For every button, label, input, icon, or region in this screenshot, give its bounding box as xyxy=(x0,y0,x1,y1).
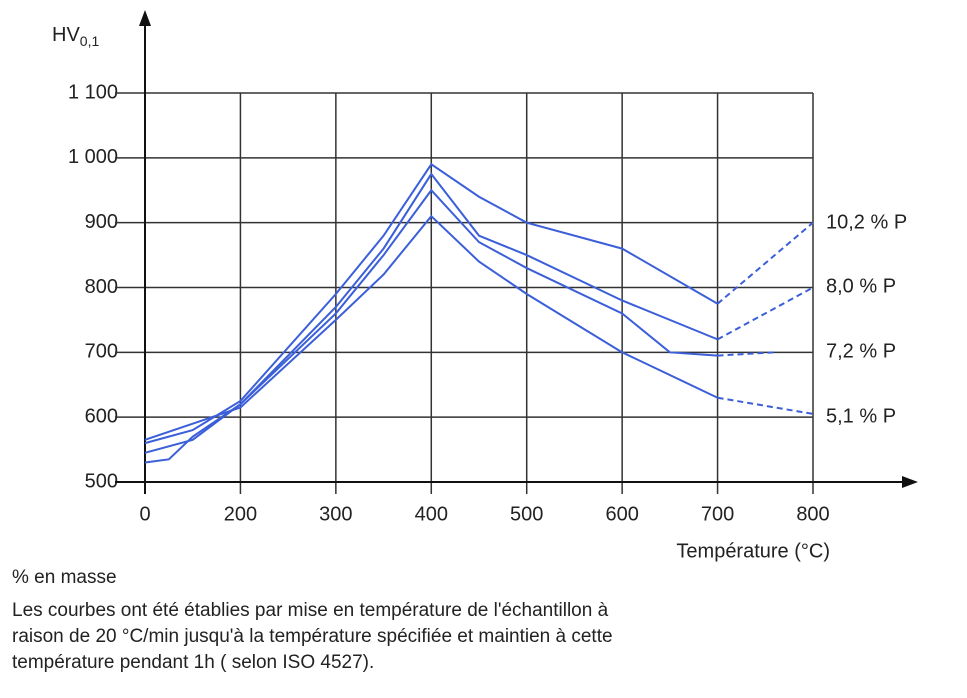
line xyxy=(144,172,718,454)
x-tick-label: 400 xyxy=(415,503,448,525)
dashed-extension xyxy=(717,396,814,415)
y-tick-label: 900 xyxy=(85,211,118,233)
line xyxy=(144,214,719,441)
x-tick-label: 500 xyxy=(510,503,543,525)
x-tick-label: 700 xyxy=(701,503,734,525)
dashed-extension xyxy=(716,221,814,305)
series-label: 10,2 % P xyxy=(826,211,907,233)
y-axis-label: HV0,1 xyxy=(52,24,99,48)
x-axis-label: Température (°C) xyxy=(676,540,830,562)
x-tick-label: 600 xyxy=(605,503,638,525)
y-tick-label: 1 000 xyxy=(68,146,118,168)
x-tick-label: 0 xyxy=(139,503,150,525)
x-tick-label: 200 xyxy=(224,503,257,525)
y-tick-label: 1 100 xyxy=(68,81,118,103)
series-label: 7,2 % P xyxy=(826,340,896,362)
y-tick-label: 500 xyxy=(85,470,118,492)
x-tick-label: 300 xyxy=(319,503,352,525)
x-tick-label: 800 xyxy=(796,503,829,525)
series-label: 8,0 % P xyxy=(826,275,896,297)
series-label: 5,1 % P xyxy=(826,405,896,427)
note: raison de 20 °C/min jusqu'à la températu… xyxy=(12,626,613,647)
x-axis-arrow xyxy=(902,476,918,488)
y-tick-label: 700 xyxy=(85,341,118,363)
y-axis-arrow xyxy=(139,10,151,26)
y-tick-label: 800 xyxy=(85,276,118,298)
note: Les courbes ont été établies par mise en… xyxy=(12,600,609,621)
y-tick-label: 600 xyxy=(85,405,118,427)
dashed-extension xyxy=(717,286,814,341)
line xyxy=(144,188,718,464)
note: température pendant 1h ( selon ISO 4527)… xyxy=(12,652,374,673)
note: % en masse xyxy=(12,567,117,588)
